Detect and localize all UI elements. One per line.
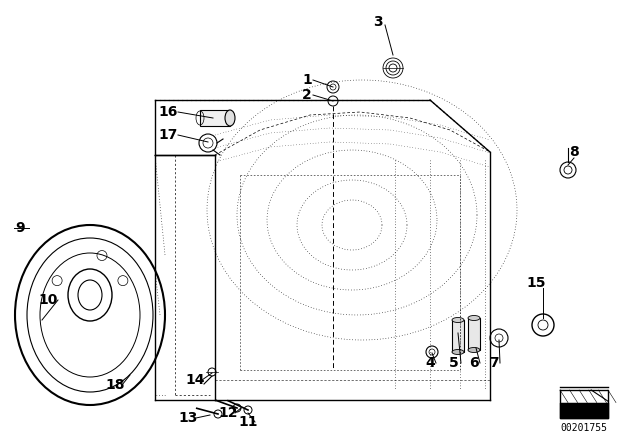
Ellipse shape <box>468 315 480 320</box>
Ellipse shape <box>468 348 480 353</box>
Text: 9: 9 <box>15 221 25 235</box>
Text: 12: 12 <box>218 406 237 420</box>
Text: 17: 17 <box>158 128 178 142</box>
Ellipse shape <box>452 349 464 354</box>
Text: 10: 10 <box>38 293 58 307</box>
Text: 18: 18 <box>105 378 125 392</box>
Text: 3: 3 <box>373 15 383 29</box>
Text: 1: 1 <box>302 73 312 87</box>
Bar <box>468 318 480 350</box>
Text: 14: 14 <box>185 373 205 387</box>
Text: 00201755: 00201755 <box>561 423 607 433</box>
Bar <box>200 110 230 126</box>
Text: 15: 15 <box>526 276 546 290</box>
Text: 11: 11 <box>238 415 258 429</box>
Text: 5: 5 <box>449 356 459 370</box>
Text: 6: 6 <box>469 356 479 370</box>
Text: 16: 16 <box>158 105 178 119</box>
Text: 7: 7 <box>489 356 499 370</box>
Text: 8: 8 <box>569 145 579 159</box>
Ellipse shape <box>452 318 464 323</box>
Bar <box>452 320 464 352</box>
Text: 4: 4 <box>425 356 435 370</box>
Text: 13: 13 <box>179 411 198 425</box>
Text: 2: 2 <box>302 88 312 102</box>
Ellipse shape <box>225 110 235 126</box>
